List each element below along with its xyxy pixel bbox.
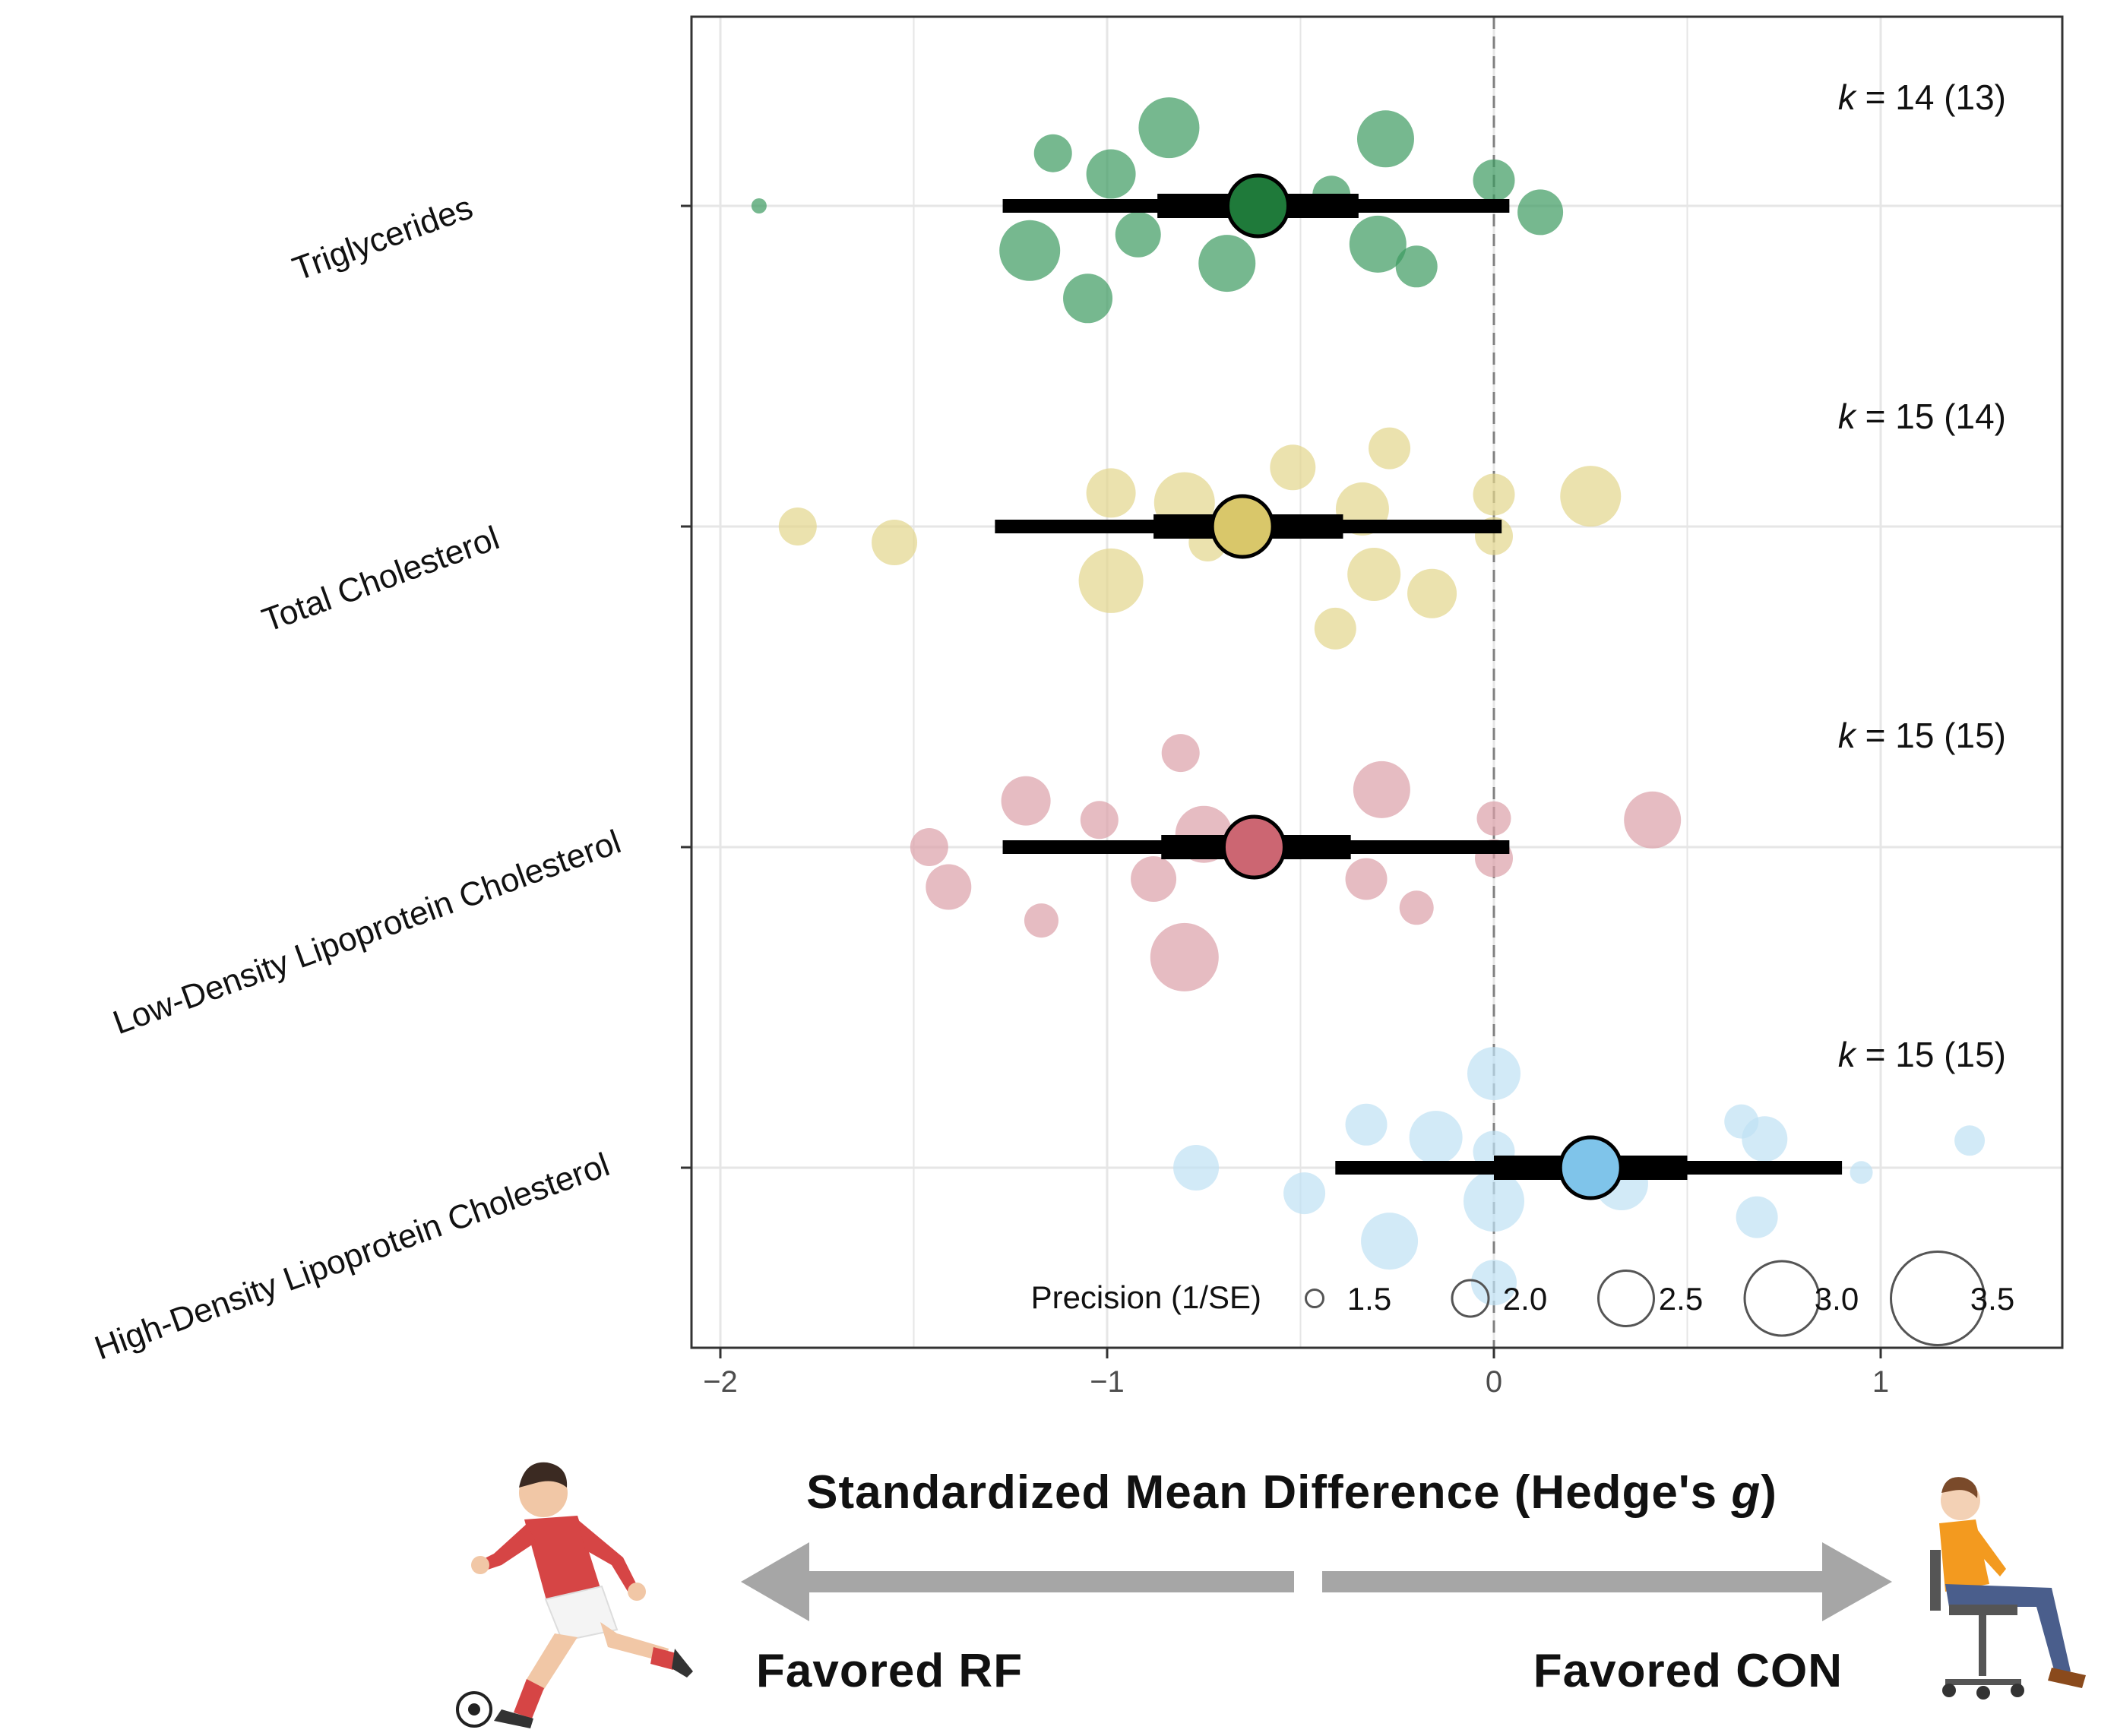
study-point bbox=[1471, 1260, 1517, 1306]
x-axis: −2 −1 0 1 bbox=[703, 1348, 1889, 1399]
study-point bbox=[1361, 1213, 1419, 1270]
y-axis: Triglycerides Total Cholesterol Low-Densit… bbox=[90, 188, 691, 1367]
study-point bbox=[1001, 776, 1051, 826]
study-point bbox=[1395, 245, 1438, 288]
category-label: Total Cholesterol bbox=[258, 519, 505, 639]
summary-estimates bbox=[995, 173, 1843, 1200]
study-point bbox=[1345, 1103, 1388, 1146]
study-point bbox=[1954, 1125, 1986, 1156]
study-point bbox=[1409, 1111, 1463, 1165]
favored-con-label: Favored CON bbox=[1533, 1645, 1843, 1697]
study-point bbox=[1742, 1116, 1788, 1162]
study-point bbox=[1473, 159, 1515, 201]
study-point bbox=[1624, 791, 1682, 849]
favored-rf-label: Favored RF bbox=[756, 1645, 1023, 1697]
study-point bbox=[1078, 548, 1144, 613]
study-point bbox=[1356, 110, 1414, 168]
study-point bbox=[751, 198, 767, 213]
study-point bbox=[910, 828, 948, 866]
k-statistic: k = 15 (15) bbox=[1838, 1035, 2006, 1074]
study-point bbox=[1476, 801, 1511, 836]
study-point bbox=[1517, 189, 1564, 236]
study-point bbox=[1349, 215, 1407, 273]
study-point bbox=[1347, 548, 1401, 601]
study-point bbox=[1138, 97, 1200, 159]
legend-size-label: 3.0 bbox=[1815, 1281, 1859, 1317]
precision-legend: Precision (1/SE) 1.5 2.0 2.5 3.0 3.5 bbox=[1031, 1251, 2014, 1346]
study-point bbox=[778, 508, 817, 545]
legend-size-label: 2.0 bbox=[1503, 1281, 1547, 1317]
category-label: Triglycerides bbox=[288, 188, 478, 288]
legend-title: Precision (1/SE) bbox=[1031, 1279, 1261, 1315]
study-point bbox=[1407, 568, 1457, 618]
study-point bbox=[1115, 211, 1161, 258]
study-point bbox=[1850, 1161, 1873, 1184]
study-point bbox=[1161, 734, 1200, 773]
study-point bbox=[1345, 858, 1388, 900]
pooled-estimate bbox=[1558, 1135, 1623, 1200]
study-point bbox=[1270, 444, 1316, 491]
study-point bbox=[1080, 801, 1119, 840]
study-point bbox=[1560, 466, 1622, 527]
legend-size-key bbox=[1597, 1270, 1655, 1327]
study-point bbox=[1033, 134, 1072, 172]
plot-border bbox=[690, 15, 2064, 1349]
study-point bbox=[1150, 922, 1219, 991]
study-point bbox=[1086, 468, 1136, 518]
study-point bbox=[1314, 607, 1356, 650]
x-tick-label: 0 bbox=[1486, 1365, 1502, 1399]
pooled-estimate bbox=[1221, 814, 1286, 880]
study-point bbox=[1283, 1172, 1326, 1215]
study-point bbox=[1369, 427, 1411, 470]
study-point bbox=[1173, 1145, 1220, 1191]
k-statistic: k = 15 (15) bbox=[1838, 716, 2006, 755]
x-axis-title: Standardized Mean Difference (Hedge's g) bbox=[806, 1466, 1777, 1519]
study-point bbox=[999, 220, 1061, 281]
x-tick-label: −1 bbox=[1090, 1365, 1125, 1399]
study-point bbox=[1024, 903, 1058, 938]
category-label: Low-Density Lipoprotein Cholesterol bbox=[108, 823, 625, 1042]
legend-size-key bbox=[1890, 1251, 1986, 1346]
pooled-estimate bbox=[1226, 173, 1291, 239]
study-point bbox=[1399, 890, 1434, 925]
pooled-estimate bbox=[1210, 494, 1275, 559]
k-statistic: k = 14 (13) bbox=[1838, 77, 2006, 117]
study-point bbox=[1353, 760, 1410, 818]
legend-size-key bbox=[1451, 1279, 1490, 1318]
study-point bbox=[872, 520, 918, 565]
study-point bbox=[1464, 1171, 1524, 1232]
k-statistic: k = 15 (14) bbox=[1838, 397, 2006, 436]
x-tick-label: −2 bbox=[703, 1365, 738, 1399]
x-tick-label: 1 bbox=[1872, 1365, 1889, 1399]
study-point bbox=[926, 864, 972, 910]
legend-size-key bbox=[1743, 1260, 1821, 1337]
legend-size-label: 3.5 bbox=[1970, 1281, 2014, 1317]
left-arrow bbox=[741, 1542, 1294, 1621]
legend-size-key bbox=[1305, 1289, 1324, 1308]
study-point bbox=[1086, 149, 1136, 199]
legend-size-label: 2.5 bbox=[1659, 1281, 1703, 1317]
study-point bbox=[1736, 1196, 1778, 1238]
soccer-player-icon bbox=[456, 1462, 693, 1728]
category-label: High-Density Lipoprotein Cholesterol bbox=[90, 1146, 614, 1367]
legend-size-label: 1.5 bbox=[1347, 1281, 1391, 1317]
study-point bbox=[1473, 473, 1515, 516]
k-statistics: k = 14 (13) k = 15 (14) k = 15 (15) k = 15 … bbox=[1838, 77, 2006, 1074]
sitting-person-icon bbox=[1930, 1477, 2086, 1700]
study-point bbox=[1131, 856, 1177, 902]
right-arrow bbox=[1322, 1542, 1892, 1621]
study-point bbox=[1198, 235, 1256, 292]
study-point bbox=[1063, 274, 1113, 324]
study-point bbox=[1467, 1047, 1521, 1101]
